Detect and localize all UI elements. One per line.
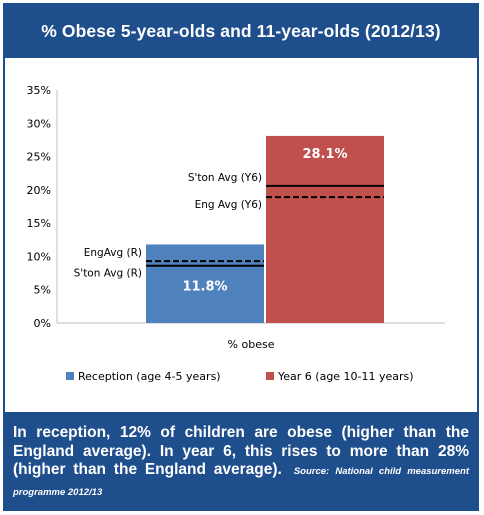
legend-label-year6: Year 6 (age 10-11 years) <box>277 370 414 383</box>
y-tick-label: 15% <box>27 217 51 230</box>
legend: Reception (age 4-5 years) Year 6 (age 10… <box>66 370 414 383</box>
bar-year6 <box>266 135 384 323</box>
y-tick-label: 35% <box>27 84 51 97</box>
y-tick-label: 0% <box>34 317 51 330</box>
y-tick-label: 20% <box>27 184 51 197</box>
bar-reception <box>146 244 264 323</box>
y-tick-label: 30% <box>27 117 51 130</box>
y-tick-label: 5% <box>34 284 51 297</box>
legend-swatch-reception <box>66 372 74 380</box>
chart-frame: % Obese 5-year-olds and 11-year-olds (20… <box>3 3 479 511</box>
legend-label-reception: Reception (age 4-5 years) <box>78 370 221 383</box>
bar-value-label: 11.8% <box>182 279 227 294</box>
chart-area: 0% 5% 10% 15% 20% 25% 30% 35% 11.8% 28.1% EngAvg… <box>5 58 477 412</box>
y-tick-labels: 0% 5% 10% 15% 20% 25% 30% 35% <box>27 84 51 330</box>
bars: 11.8% 28.1% <box>146 135 384 323</box>
summary-text: In reception, 12% of children are obese … <box>13 424 469 478</box>
reference-line-label: S'ton Avg (Y6) <box>188 172 262 184</box>
obesity-bar-chart: 0% 5% 10% 15% 20% 25% 30% 35% 11.8% 28.1% EngAvg… <box>27 84 445 383</box>
reference-line-label: Eng Avg (Y6) <box>195 199 262 211</box>
reference-line-label: S'ton Avg (R) <box>74 268 142 280</box>
chart-title: % Obese 5-year-olds and 11-year-olds (20… <box>5 5 477 58</box>
legend-swatch-year6 <box>266 372 274 380</box>
y-tick-label: 25% <box>27 151 51 164</box>
reference-line-label: EngAvg (R) <box>84 247 142 259</box>
reference-lines: EngAvg (R) S'ton Avg (R) S'ton Avg (Y6) Eng… <box>74 172 384 280</box>
y-tick-label: 10% <box>27 250 51 263</box>
bar-value-label: 28.1% <box>302 147 347 162</box>
summary-text-box: In reception, 12% of children are obese … <box>5 412 477 509</box>
x-category-label: % obese <box>228 338 275 351</box>
source-note: Source: National child measurement progr… <box>13 466 469 498</box>
